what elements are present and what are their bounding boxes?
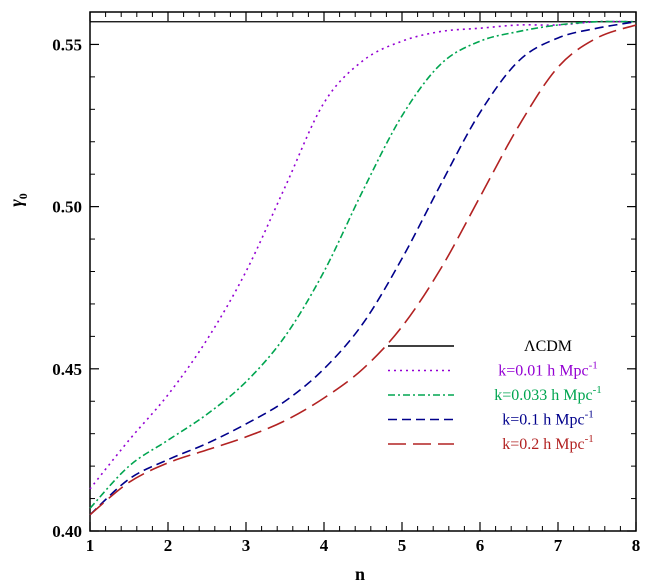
- y-axis-label-subscript: 0: [16, 193, 30, 199]
- axis-ticks: 1 2 3 4 5 6 7 8 0.40 0.45 0.50 0.55: [52, 11, 641, 555]
- y-tick-label: 0.45: [52, 360, 82, 379]
- x-tick-label: 4: [320, 536, 329, 555]
- series-layer: [89, 20, 637, 516]
- legend: ΛCDM k=0.01 h Mpc-1 k=0.033 h Mpc-1 k=0.1 h…: [388, 338, 602, 453]
- x-tick-label: 3: [242, 536, 251, 555]
- plot-area: [89, 11, 637, 532]
- y-tick-label: 0.55: [52, 35, 82, 54]
- legend-label-1: k=0.01 h Mpc-1: [498, 360, 598, 380]
- x-tick-label: 8: [632, 536, 641, 555]
- x-tick-label: 1: [86, 536, 95, 555]
- legend-label-0: ΛCDM: [524, 338, 572, 355]
- series-line-2: [89, 20, 637, 509]
- legend-label-4: k=0.2 h Mpc-1: [502, 433, 594, 453]
- x-axis-label: n: [355, 564, 365, 584]
- x-tick-label: 2: [164, 536, 173, 555]
- x-tick-label: 5: [398, 536, 407, 555]
- series-line-4: [89, 24, 637, 516]
- series-line-1: [89, 20, 637, 490]
- plot-frame: [89, 11, 637, 532]
- y-axis-label: γ0: [6, 193, 30, 207]
- series-line-3: [89, 20, 637, 516]
- x-tick-label: 7: [554, 536, 563, 555]
- y-tick-label: 0.40: [52, 522, 82, 541]
- y-tick-label: 0.50: [52, 198, 82, 217]
- x-tick-label: 6: [476, 536, 485, 555]
- legend-label-2: k=0.033 h Mpc-1: [494, 384, 602, 404]
- legend-label-3: k=0.1 h Mpc-1: [502, 409, 594, 429]
- y-axis-label-main: γ: [6, 199, 26, 207]
